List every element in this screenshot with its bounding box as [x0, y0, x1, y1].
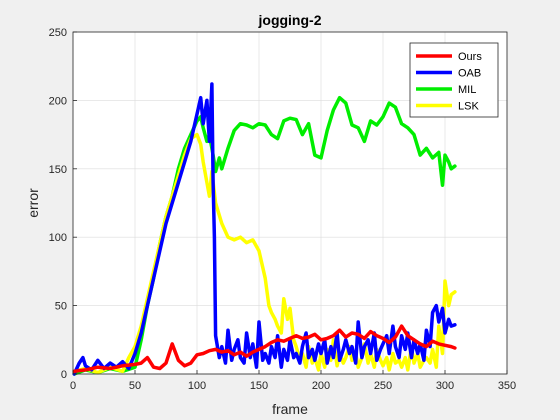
- y-axis-label: error: [25, 188, 41, 218]
- x-tick-label: 350: [498, 380, 516, 392]
- legend-label-lsk: LSK: [458, 101, 479, 113]
- y-tick-label: 150: [49, 164, 67, 176]
- x-tick-label: 50: [129, 380, 141, 392]
- y-tick-label: 250: [49, 27, 67, 39]
- x-axis-label: frame: [272, 401, 308, 417]
- axis-ticks: 0 50 100 150 200 250 300 350 0 50 100 150 200 250: [49, 27, 517, 392]
- legend: Ours OAB MIL LSK: [409, 42, 499, 118]
- x-tick-label: 250: [374, 380, 392, 392]
- x-tick-label: 150: [250, 380, 268, 392]
- chart-title: jogging-2: [258, 12, 322, 28]
- y-tick-label: 200: [49, 95, 67, 107]
- legend-label-ours: Ours: [458, 51, 482, 63]
- series-layer: [72, 82, 457, 376]
- y-tick-label: 100: [49, 232, 67, 244]
- y-tick-label: 0: [61, 369, 67, 381]
- legend-label-mil: MIL: [458, 84, 476, 96]
- x-tick-label: 300: [436, 380, 454, 392]
- x-tick-label: 100: [188, 380, 206, 392]
- x-tick-label: 0: [70, 380, 76, 392]
- y-tick-label: 50: [55, 301, 67, 313]
- series-line-ours: [72, 324, 457, 374]
- plot-frame: [72, 31, 508, 375]
- legend-label-oab: OAB: [458, 68, 481, 80]
- x-tick-label: 200: [312, 380, 330, 392]
